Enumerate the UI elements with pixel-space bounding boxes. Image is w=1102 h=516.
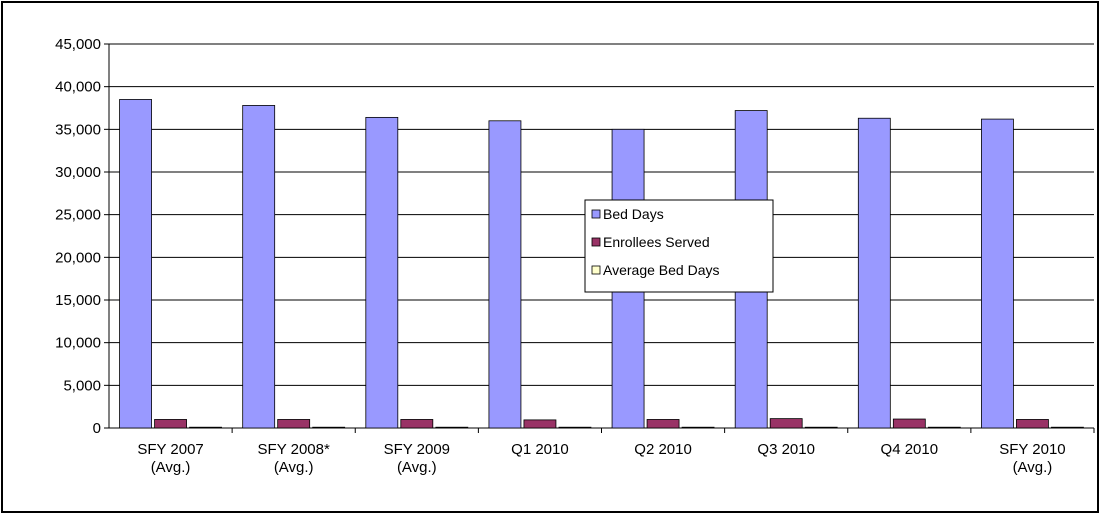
bar-enrollees-served	[1016, 419, 1049, 429]
bar-average-bed-days	[681, 426, 715, 429]
legend-label: Average Bed Days	[603, 262, 719, 278]
bar-average-bed-days	[1051, 426, 1084, 429]
y-tick-label: 45,000	[55, 36, 101, 53]
bar-average-bed-days	[435, 426, 469, 429]
legend-swatch	[591, 265, 601, 275]
y-tick-label: 35,000	[55, 121, 101, 138]
y-tick-label: 10,000	[55, 335, 101, 352]
y-tick-label: 40,000	[55, 79, 101, 96]
bar-average-bed-days	[927, 426, 961, 429]
bar-bed-days	[488, 120, 522, 429]
bar-enrollees-served	[154, 419, 187, 429]
x-axis: SFY 2007(Avg.)SFY 2008*(Avg.)SFY 2009(Av…	[109, 427, 1095, 476]
legend-label: Bed Days	[603, 206, 664, 222]
y-tick-label: 20,000	[55, 249, 101, 266]
x-tick-label: Q4 2010	[881, 441, 939, 458]
legend-label: Enrollees Served	[603, 234, 710, 250]
x-tick-label: (Avg.)	[397, 459, 437, 476]
bar-average-bed-days	[558, 426, 592, 429]
bar-bed-days	[981, 118, 1014, 429]
x-tick-label: (Avg.)	[151, 459, 191, 476]
bar-enrollees-served	[769, 418, 803, 429]
x-tick-label: SFY 2008*	[258, 441, 330, 458]
y-axis: 0 5,000 10,000 15,000 20,000 25,000 30,000 35,0…	[55, 36, 110, 437]
bar-average-bed-days	[804, 426, 838, 429]
bar-bed-days	[242, 105, 276, 429]
bar-enrollees-served	[277, 419, 311, 429]
y-tick-label: 0	[93, 420, 101, 437]
legend: Bed Days Enrollees Served Average Bed Days	[584, 199, 774, 293]
bar-enrollees-served	[523, 419, 557, 429]
bar-bed-days	[365, 116, 399, 429]
bar-enrollees-served	[892, 418, 926, 429]
legend-swatch	[591, 237, 601, 247]
legend-box	[584, 199, 774, 293]
y-tick-label: 15,000	[55, 292, 101, 309]
x-tick-label: Q1 2010	[511, 441, 569, 458]
x-tick-label: SFY 2007	[137, 441, 203, 458]
y-tick-label: 5,000	[63, 377, 101, 394]
bar-average-bed-days	[312, 426, 346, 429]
x-tick-label: (Avg.)	[274, 459, 314, 476]
y-tick-label: 30,000	[55, 164, 101, 181]
bar-bed-days	[857, 117, 891, 429]
x-tick-label: SFY 2010	[999, 441, 1065, 458]
y-tick-label: 25,000	[55, 207, 101, 224]
bar-average-bed-days	[189, 426, 222, 429]
bar-enrollees-served	[400, 419, 434, 429]
bar-bed-days	[119, 99, 152, 429]
x-tick-label: SFY 2009	[384, 441, 450, 458]
legend-swatch	[591, 209, 601, 219]
x-tick-label: (Avg.)	[1013, 459, 1053, 476]
bar-enrollees-served	[646, 419, 680, 429]
x-tick-label: Q3 2010	[757, 441, 815, 458]
x-tick-label: Q2 2010	[634, 441, 692, 458]
